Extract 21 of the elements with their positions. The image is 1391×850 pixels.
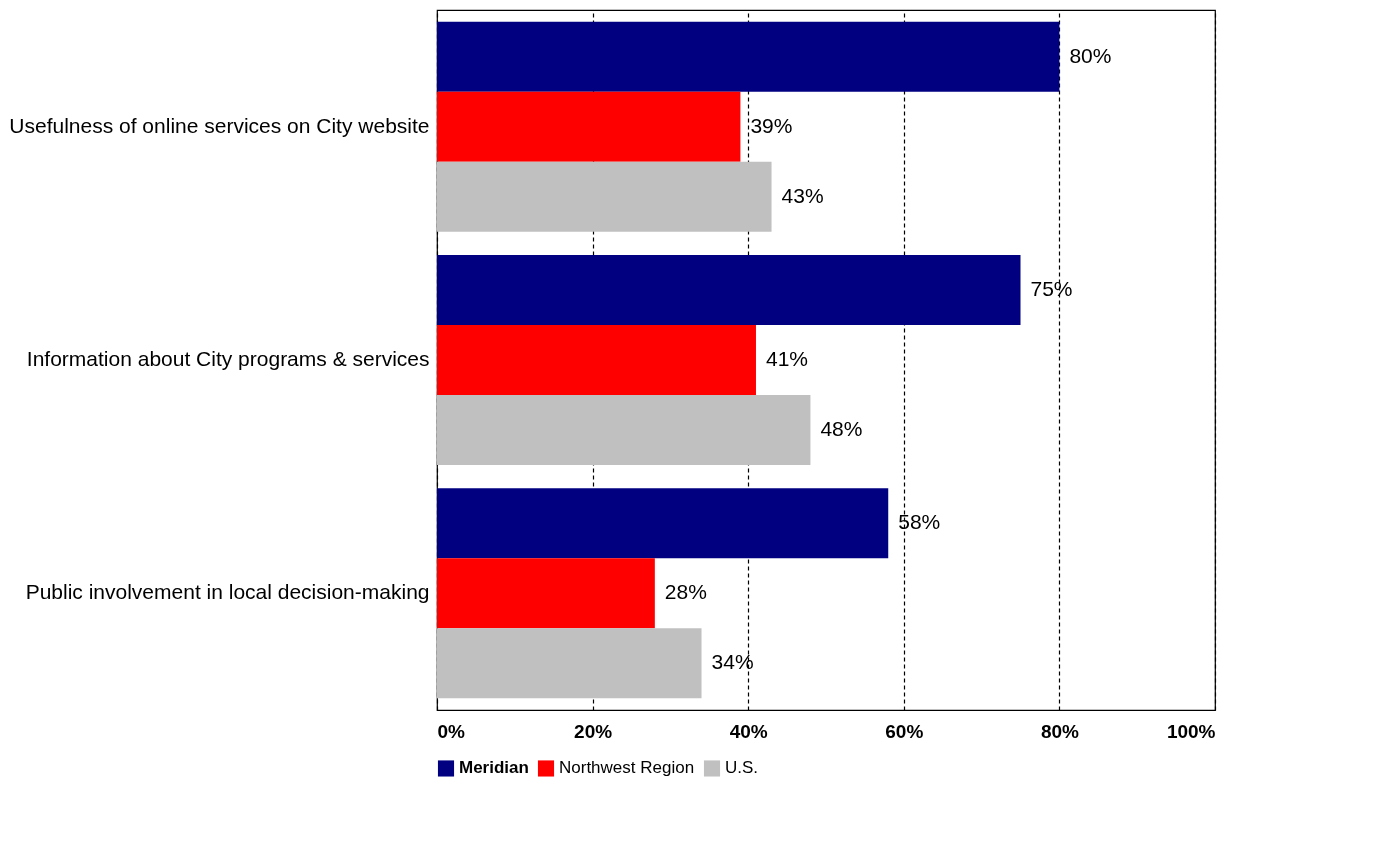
data-label: 48% <box>820 417 863 440</box>
x-tick-label: 20% <box>574 720 613 742</box>
data-label: 80% <box>1069 43 1112 67</box>
x-tick-label: 0% <box>437 720 466 742</box>
x-tick-label: 60% <box>885 720 924 742</box>
x-tick-label: 80% <box>1040 720 1080 742</box>
x-tick-label: 40% <box>729 720 768 742</box>
y-tick-label: Public involvement in local decision-making <box>25 580 430 604</box>
x-tick-label: 100% <box>1166 720 1216 742</box>
legend-label: Northwest Region <box>559 758 695 778</box>
y-tick-label: Usefulness of online services on City website <box>9 113 430 137</box>
y-tick-label: Information about City programs & services <box>26 347 430 370</box>
legend-label: Meridian <box>459 758 529 778</box>
data-label: 39% <box>750 113 793 137</box>
data-label: 34% <box>711 650 754 674</box>
data-label: 75% <box>1030 277 1073 300</box>
data-label: 28% <box>664 580 707 604</box>
data-label: 58% <box>898 510 941 534</box>
data-label: 41% <box>765 347 809 370</box>
legend-label: U.S. <box>725 758 759 778</box>
data-label: 43% <box>781 183 824 207</box>
